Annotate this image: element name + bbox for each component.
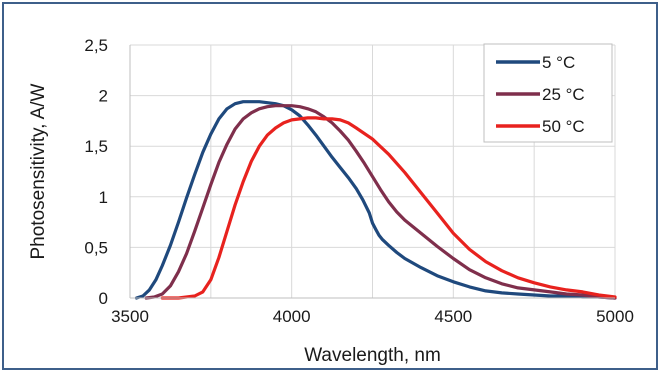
series-line-2 xyxy=(160,116,617,300)
x-tick-label: 5000 xyxy=(596,307,634,326)
legend-item-5c: 5 °C xyxy=(496,53,575,72)
axes xyxy=(129,45,615,299)
y-tick-label: 2 xyxy=(99,87,108,106)
series-lines xyxy=(134,100,617,300)
legend-label-25c: 25 °C xyxy=(542,85,585,104)
x-tick-label: 4500 xyxy=(434,307,472,326)
y-tick-label: 0,5 xyxy=(84,238,108,257)
y-tick-label: 1 xyxy=(99,188,108,207)
x-tick-label: 4000 xyxy=(273,307,311,326)
y-tick-label: 1,5 xyxy=(84,137,108,156)
y-tick-label: 2,5 xyxy=(84,36,108,55)
legend-label-5c: 5 °C xyxy=(542,53,575,72)
legend-label-50c: 50 °C xyxy=(542,117,585,136)
gridlines xyxy=(130,44,616,298)
legend-item-25c: 25 °C xyxy=(496,85,585,104)
y-tick-label: 0 xyxy=(99,289,108,308)
y-axis-title: Photosensitivity, A/W xyxy=(28,83,49,259)
legend-item-50c: 50 °C xyxy=(496,117,585,136)
legend: 5 °C 25 °C 50 °C xyxy=(483,43,613,143)
x-tick-label: 3500 xyxy=(111,307,149,326)
tick-labels: 0 0,5 1 1,5 2 2,5 3500 4000 4500 5000 xyxy=(84,36,634,326)
series-line-0 xyxy=(134,100,617,300)
x-axis-title: Wavelength, nm xyxy=(304,345,441,366)
